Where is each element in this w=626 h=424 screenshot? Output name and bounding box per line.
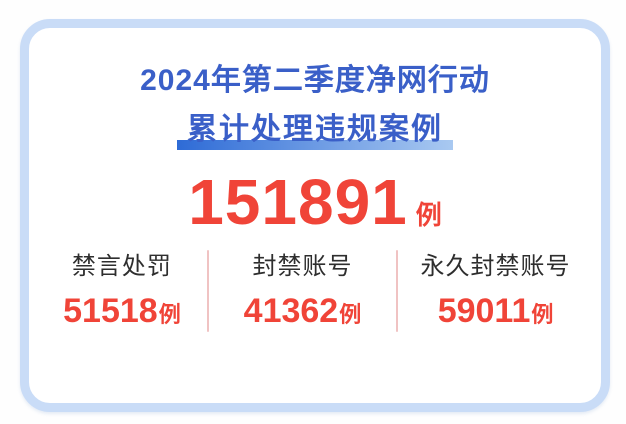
stat-label: 永久封禁账号 [420,253,571,280]
stat-col-mute-punishment: 禁言处罚 51518例 [37,250,207,332]
title-line-2: 累计处理违规案例 [177,113,453,150]
stat-value: 59011例 [398,294,593,329]
stat-number: 59011 [437,292,531,330]
stat-unit: 例 [531,302,554,327]
title-line-1: 2024年第二季度净网行动 [140,64,490,97]
total-unit: 例 [415,200,442,230]
title-underline-bar [177,140,453,150]
stat-card: 2024年第二季度净网行动 累计处理违规案例 151891 例 禁言处罚 5151… [20,19,610,412]
stat-col-banned-accounts: 封禁账号 41362例 [209,250,396,332]
stat-value: 41362例 [209,294,396,329]
stat-label: 封禁账号 [252,253,353,280]
total-count: 151891 例 [29,170,601,234]
total-value: 151891 [188,166,408,238]
stat-col-permanently-banned-accounts: 永久封禁账号 59011例 [398,250,593,332]
stat-label: 禁言处罚 [71,253,172,280]
stat-unit: 例 [158,302,181,327]
stat-unit: 例 [339,302,362,327]
stat-value: 51518例 [37,294,207,329]
vertical-divider [396,250,399,332]
stat-number: 41362 [243,292,339,330]
stat-number: 51518 [63,292,158,330]
title-line-2-text: 累计处理违规案例 [187,113,443,146]
card-title: 2024年第二季度净网行动 累计处理违规案例 [29,64,601,150]
vertical-divider [206,250,209,332]
stats-row: 禁言处罚 51518例 封禁账号 41362例 永久封禁账号 59011例 [29,250,601,332]
